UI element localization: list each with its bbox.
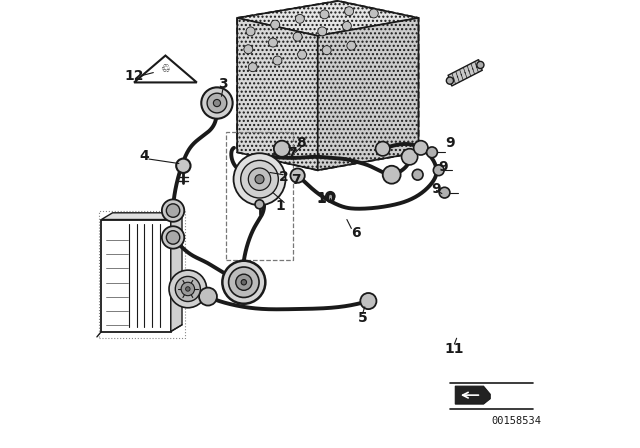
Circle shape [166,231,180,244]
Circle shape [176,159,191,173]
Text: 1: 1 [276,199,285,213]
Text: 9: 9 [431,182,440,196]
Circle shape [433,165,444,176]
Circle shape [246,27,255,36]
Circle shape [401,149,418,165]
Polygon shape [237,18,317,170]
Circle shape [241,160,278,198]
Circle shape [175,276,200,302]
Circle shape [293,32,302,41]
Circle shape [326,192,335,201]
Text: 4: 4 [140,149,149,163]
Circle shape [255,175,264,184]
Circle shape [369,9,378,18]
Text: 6: 6 [351,226,361,240]
Circle shape [383,166,401,184]
Circle shape [248,63,257,72]
Text: ♲: ♲ [161,65,170,74]
Circle shape [222,261,266,304]
Circle shape [244,45,253,54]
Text: 8: 8 [296,136,306,151]
Text: 2: 2 [279,170,289,184]
Circle shape [166,204,180,217]
Text: 12: 12 [124,69,144,83]
Circle shape [446,77,454,84]
Polygon shape [171,213,182,332]
Circle shape [477,61,484,69]
Polygon shape [237,1,419,36]
Text: 9: 9 [438,159,448,174]
Circle shape [274,141,290,157]
Circle shape [273,56,282,65]
Text: 7: 7 [291,173,301,187]
Text: 7: 7 [287,146,296,160]
Circle shape [236,274,252,290]
Circle shape [317,27,327,36]
Circle shape [291,168,305,183]
Polygon shape [455,386,490,404]
Circle shape [248,168,271,190]
Text: 3: 3 [218,77,228,91]
Circle shape [228,267,259,297]
Circle shape [413,141,428,155]
Circle shape [201,87,233,119]
Circle shape [342,22,351,30]
Text: 00158534: 00158534 [492,416,541,426]
Circle shape [234,153,285,205]
Circle shape [320,10,329,19]
Bar [226,132,293,260]
Polygon shape [134,56,197,82]
Bar [101,220,171,332]
Circle shape [427,147,437,158]
Circle shape [376,142,390,156]
Circle shape [186,287,190,291]
Circle shape [439,187,450,198]
Circle shape [181,282,195,296]
Text: 10: 10 [316,191,335,205]
Polygon shape [101,213,182,220]
Circle shape [271,20,280,29]
Circle shape [296,14,305,23]
Circle shape [255,200,264,209]
Circle shape [360,293,376,309]
Circle shape [162,199,184,222]
Circle shape [199,288,217,306]
Circle shape [298,50,307,59]
Text: 9: 9 [445,136,455,151]
Circle shape [241,280,246,285]
Text: 5: 5 [358,311,367,325]
Polygon shape [317,18,419,170]
Circle shape [344,7,354,16]
Text: 11: 11 [445,341,464,356]
Circle shape [207,93,227,113]
Circle shape [213,99,221,107]
Polygon shape [448,60,482,86]
Circle shape [412,169,423,180]
Text: 10: 10 [316,192,335,207]
Circle shape [169,270,207,308]
Circle shape [323,46,332,55]
Circle shape [347,41,356,50]
Circle shape [269,38,278,47]
Circle shape [162,226,184,249]
